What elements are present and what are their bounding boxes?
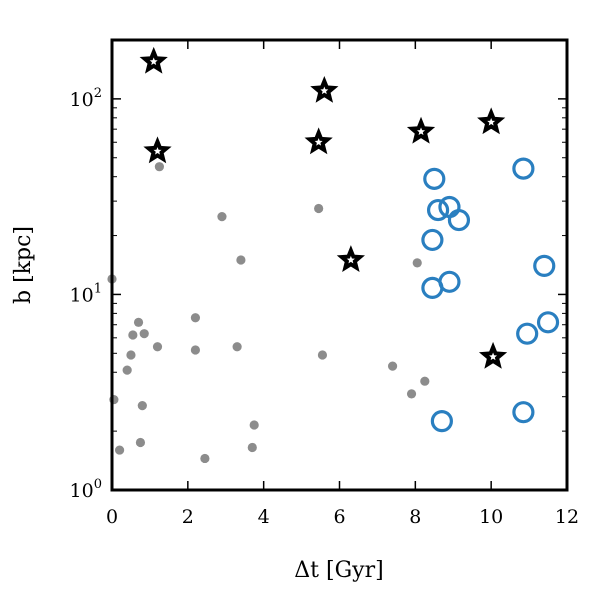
x-tick-label: 10 bbox=[479, 506, 503, 528]
data-point-dot bbox=[236, 255, 246, 265]
data-point-dot bbox=[232, 342, 242, 352]
data-point-circle bbox=[438, 270, 461, 293]
x-tick-label: 0 bbox=[106, 506, 118, 528]
data-point-dot bbox=[217, 212, 227, 222]
y-axis-label: b [kpc] bbox=[11, 226, 36, 304]
data-point-dot bbox=[317, 350, 328, 360]
x-tick-label: 12 bbox=[555, 506, 579, 528]
data-point-dot bbox=[190, 345, 201, 355]
y-tick-label-base: 10 bbox=[70, 89, 94, 111]
data-point-dot bbox=[406, 389, 417, 399]
data-point-circle bbox=[512, 157, 535, 180]
data-point-star bbox=[478, 341, 508, 369]
data-point-dot bbox=[387, 361, 398, 371]
data-point-dot bbox=[126, 350, 136, 360]
y-tick-label-base: 10 bbox=[70, 480, 94, 502]
data-point-dot bbox=[412, 258, 422, 268]
data-point-dot bbox=[128, 330, 138, 340]
x-tick-label: 4 bbox=[258, 506, 270, 528]
data-point-circle bbox=[438, 195, 461, 219]
x-tick-label: 2 bbox=[182, 506, 194, 528]
data-point-star bbox=[406, 116, 436, 144]
y-tick-label-exp: 0 bbox=[94, 477, 102, 492]
data-point-circle bbox=[536, 311, 560, 334]
data-point-dot bbox=[314, 203, 324, 214]
data-point-dot bbox=[247, 442, 257, 453]
data-point-dot bbox=[137, 401, 147, 411]
data-point-star bbox=[336, 245, 365, 272]
data-point-dot bbox=[200, 453, 210, 464]
y-tick-label-base: 10 bbox=[70, 284, 94, 306]
data-point-circle bbox=[516, 322, 539, 345]
y-tick-label: 102 bbox=[70, 86, 102, 111]
labels-layer: Δt [Gyr] b [kpc] bbox=[11, 226, 384, 583]
data-point-dot bbox=[122, 365, 132, 375]
data-point-circle bbox=[430, 410, 453, 433]
data-point-dot bbox=[139, 329, 149, 339]
data-point-dot bbox=[135, 437, 146, 448]
data-point-circle bbox=[512, 401, 535, 424]
data-point-dot bbox=[114, 445, 125, 455]
data-point-dot bbox=[420, 376, 430, 386]
data-point-star bbox=[477, 107, 506, 135]
data-point-circle bbox=[426, 198, 450, 222]
data-point-star bbox=[304, 127, 333, 155]
data-point-dot bbox=[133, 317, 144, 327]
plot-frame bbox=[110, 38, 569, 492]
data-point-star bbox=[143, 136, 172, 164]
x-axis-label: Δt [Gyr] bbox=[294, 558, 383, 583]
data-point-star bbox=[310, 75, 339, 103]
data-point-dot bbox=[152, 342, 163, 352]
data-point-circle bbox=[421, 228, 444, 252]
y-tick-label: 100 bbox=[70, 477, 102, 502]
y-tick-label-exp: 1 bbox=[94, 281, 102, 296]
data-point-circle bbox=[423, 167, 446, 190]
y-tick-label: 101 bbox=[70, 281, 102, 306]
data-point-circle bbox=[533, 254, 556, 277]
data-point-circle bbox=[447, 208, 471, 232]
data-point-dot bbox=[190, 313, 201, 323]
data-point-dot bbox=[249, 420, 259, 430]
x-tick-label: 6 bbox=[333, 506, 345, 528]
y-tick-label-exp: 2 bbox=[94, 86, 102, 101]
data-point-star bbox=[139, 46, 168, 74]
data-point-dot bbox=[154, 162, 164, 172]
x-tick-label: 8 bbox=[409, 506, 421, 528]
marks-layer bbox=[107, 46, 560, 464]
